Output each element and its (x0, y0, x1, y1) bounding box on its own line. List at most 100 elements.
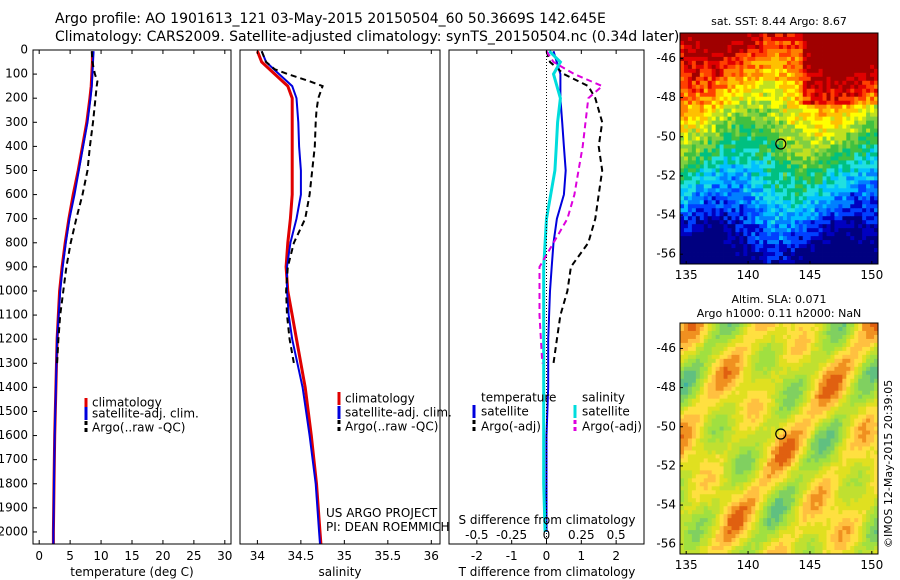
map-cell (743, 346, 748, 352)
map-cell (846, 406, 851, 412)
map-cell (739, 406, 744, 412)
map-cell (790, 88, 796, 94)
map-cell (822, 184, 827, 189)
map-cell (719, 44, 724, 50)
map-cell (735, 454, 740, 459)
map-cell (834, 374, 839, 380)
map-cell (838, 442, 843, 447)
map-cell (838, 44, 843, 50)
map-cell (786, 442, 792, 447)
map-cell (850, 128, 855, 133)
map-cell (842, 72, 847, 78)
map-cell (866, 438, 871, 443)
map-cell (794, 56, 800, 62)
map-cell (854, 140, 859, 145)
map-cell (691, 33, 697, 38)
map-cell (691, 228, 697, 233)
map-cell (763, 36, 768, 42)
map-cell (731, 442, 736, 447)
map-cell (747, 260, 752, 265)
map-cell (866, 446, 871, 451)
map-cell (751, 346, 756, 352)
map-cell (719, 418, 724, 423)
map-cell (680, 474, 685, 479)
y-tick-label: 300 (5, 115, 28, 129)
map-cell (767, 76, 772, 82)
map-cell (731, 188, 736, 193)
map-cell (870, 386, 875, 392)
map-cell (707, 168, 713, 173)
map-cell (703, 72, 709, 78)
map-cell (743, 124, 748, 129)
map-cell (703, 422, 709, 427)
map-cell (775, 418, 780, 423)
map-cell (786, 256, 792, 261)
map-cell (775, 228, 780, 233)
map-cell (782, 148, 788, 153)
map-cell (719, 422, 724, 427)
map-cell (806, 256, 812, 261)
map-cell (834, 72, 839, 78)
map-cell (802, 168, 808, 173)
map-cell (830, 164, 835, 169)
map-cell (739, 48, 744, 54)
map-cell (719, 366, 724, 372)
map-cell (695, 434, 701, 439)
map-cell (786, 382, 792, 388)
map-cell (759, 160, 764, 165)
map-cell (838, 104, 843, 110)
map-cell (850, 104, 855, 110)
map-cell (794, 164, 800, 169)
map-cell (806, 68, 812, 74)
map-cell (858, 414, 863, 419)
map-cell (703, 358, 709, 364)
map-cell (846, 172, 851, 177)
map-cell (735, 470, 740, 475)
map-cell (866, 160, 871, 165)
map-cell (834, 398, 839, 404)
map-cell (771, 120, 776, 125)
map-cell (707, 244, 713, 249)
map-cell (802, 60, 808, 66)
map-cell (687, 326, 693, 332)
map-cell (866, 354, 871, 360)
map-cell (826, 256, 831, 261)
map-cell (854, 442, 859, 447)
map-cell (870, 200, 875, 205)
map-cell (731, 176, 736, 181)
map-cell (830, 438, 835, 443)
map-cell (858, 458, 863, 463)
map-cell (731, 56, 736, 62)
map-cell (707, 204, 713, 209)
map-cell (775, 156, 780, 161)
map-cell (806, 188, 812, 193)
map-cell (794, 188, 800, 193)
map-cell (794, 60, 800, 66)
map-cell (743, 84, 748, 90)
map-cell (822, 220, 827, 225)
map-cell (870, 184, 875, 189)
map-cell (699, 52, 705, 58)
map-cell (743, 454, 748, 459)
map-cell (779, 228, 784, 233)
map-cell (691, 323, 697, 328)
map-cell (822, 164, 827, 169)
map-cell (779, 196, 784, 201)
map-cell (715, 44, 720, 50)
map-cell (699, 236, 705, 241)
map-cell (767, 358, 772, 364)
map-cell (826, 382, 831, 388)
map-cell (747, 60, 752, 66)
map-cell (834, 196, 839, 201)
map-cell (830, 422, 835, 427)
map-cell (822, 148, 827, 153)
map-cell (743, 36, 748, 42)
map-cell (767, 362, 772, 368)
map-cell (771, 188, 776, 193)
map-cell (767, 422, 772, 427)
map-cell (775, 378, 780, 384)
map-cell (687, 92, 693, 98)
map-cell (771, 402, 776, 408)
map-cell (683, 362, 689, 368)
map-cell (874, 120, 879, 125)
